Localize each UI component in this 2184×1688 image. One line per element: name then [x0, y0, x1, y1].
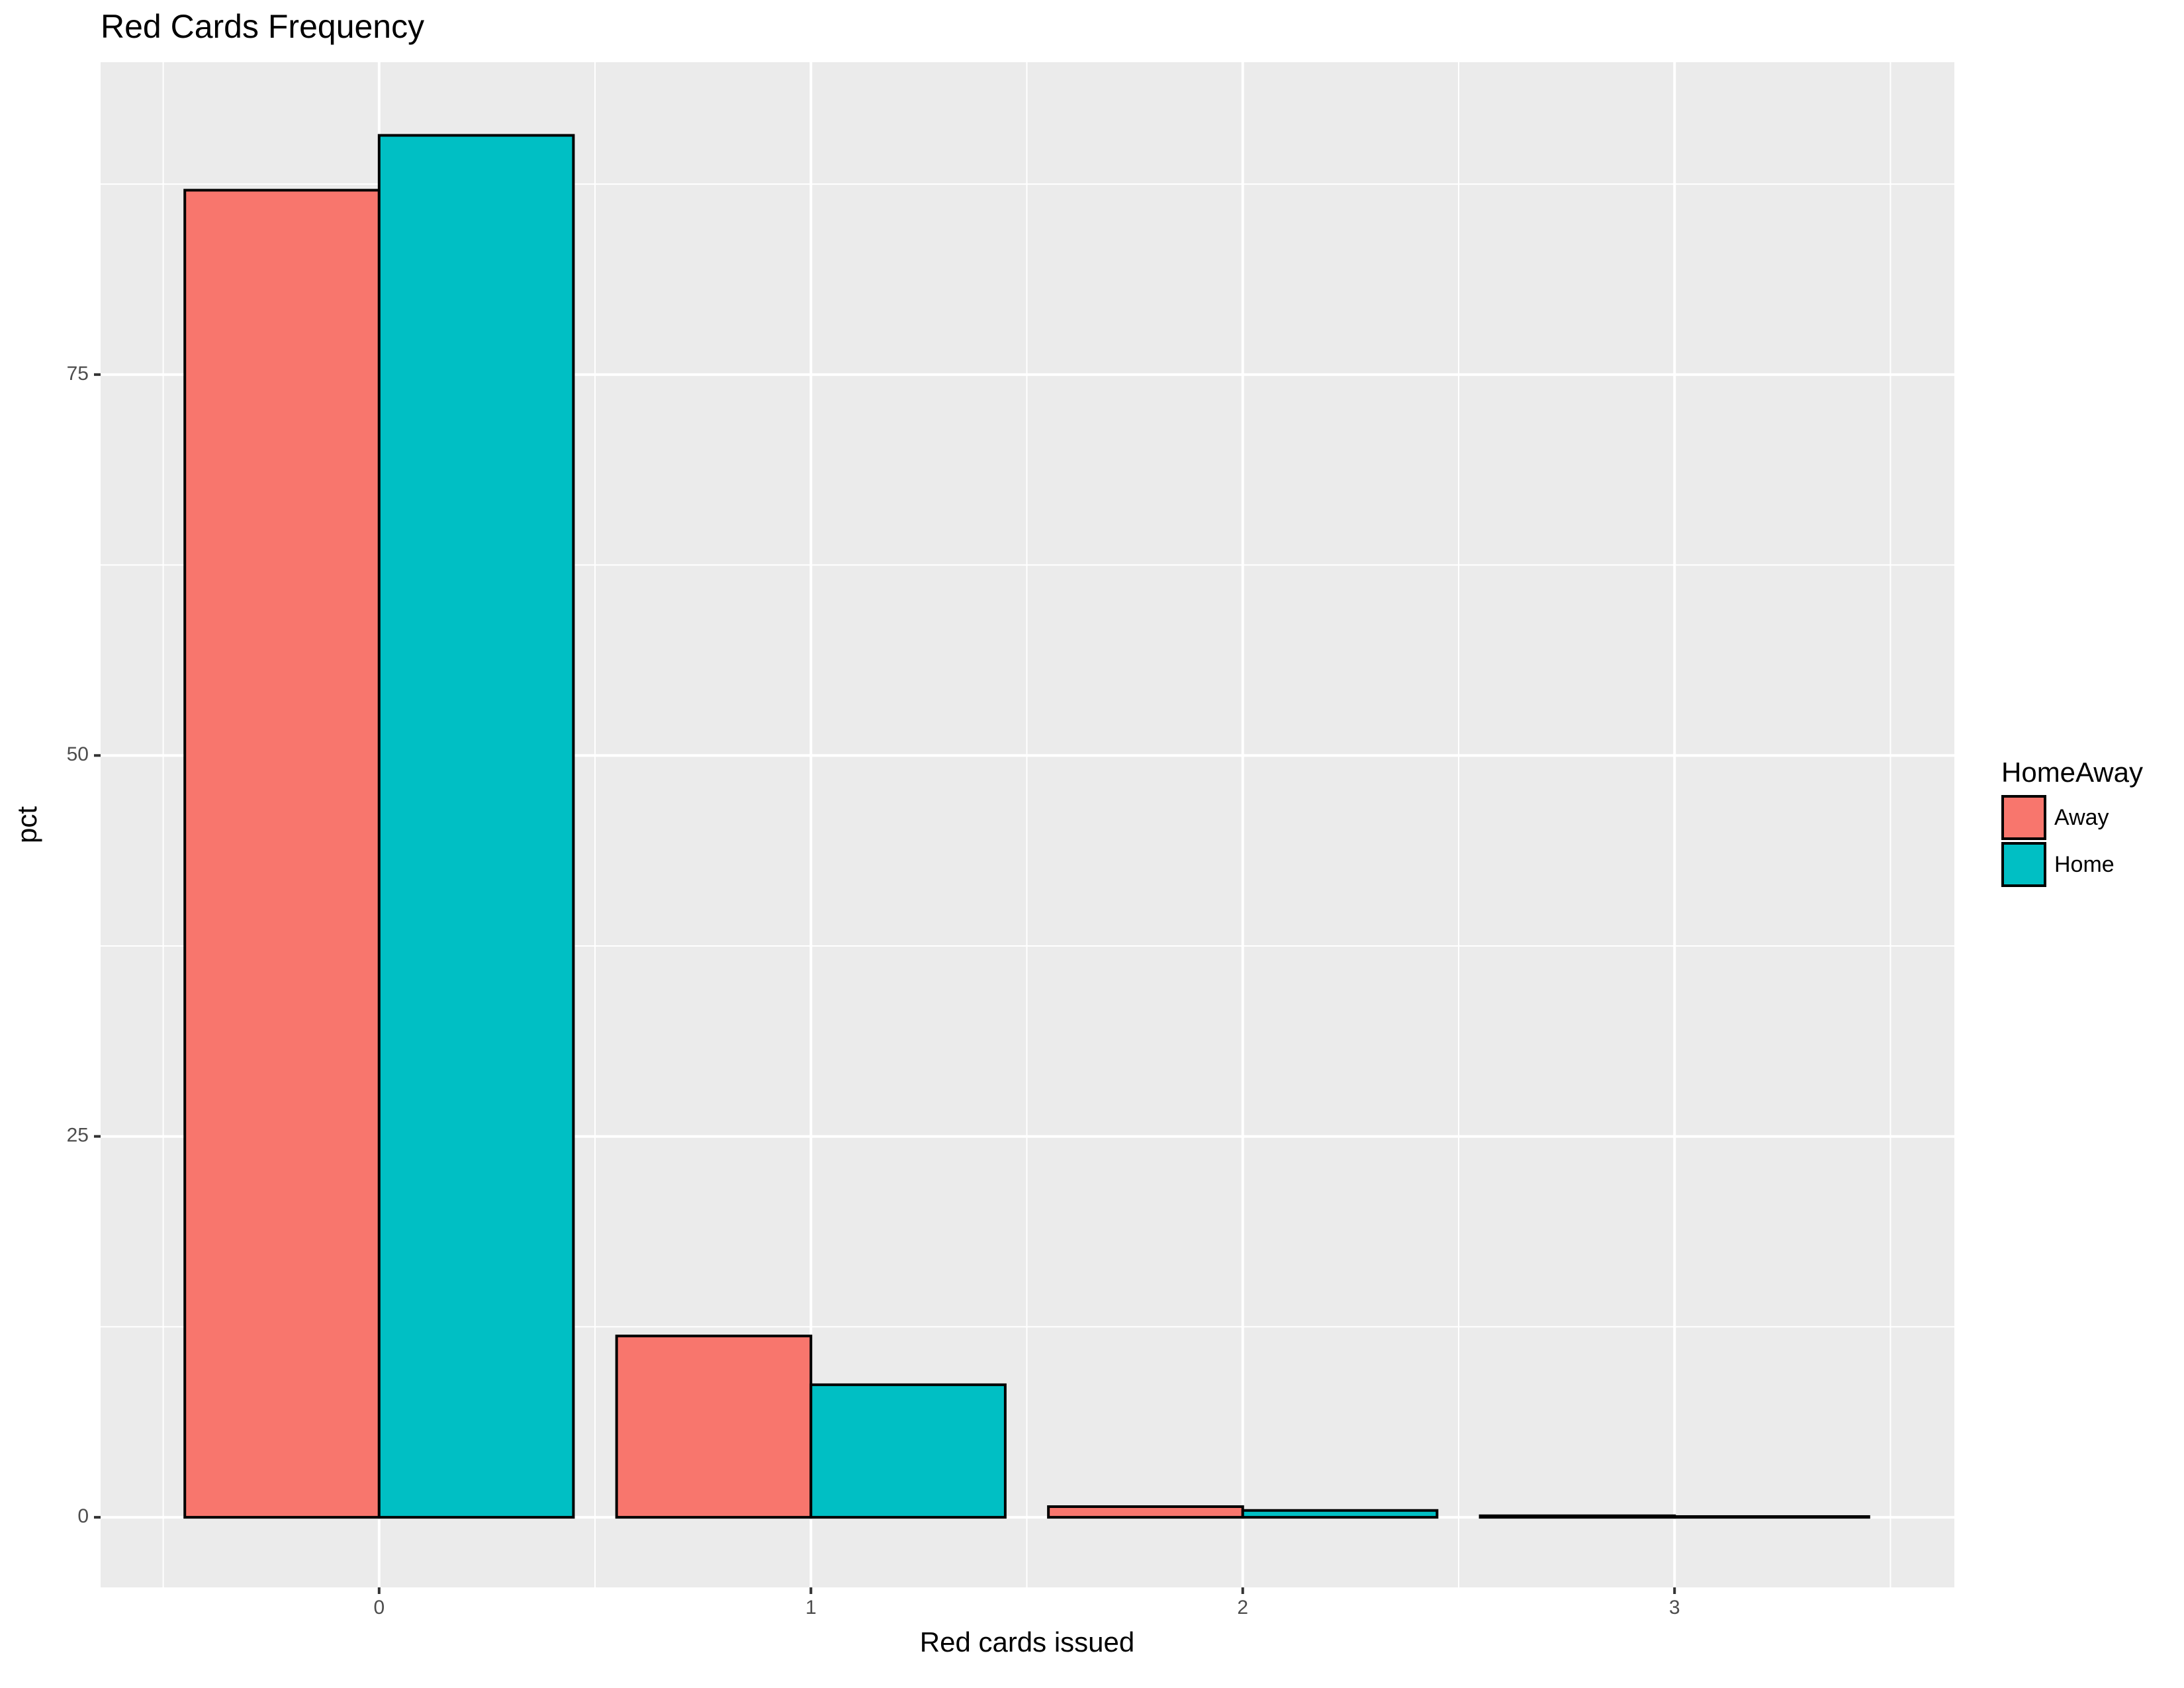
legend-title: HomeAway	[2001, 757, 2143, 788]
bar	[377, 134, 575, 1519]
y-tick-label: 75	[67, 363, 89, 385]
x-tick-label: 0	[373, 1597, 385, 1618]
legend-key	[2001, 795, 2046, 840]
y-tick-label: 0	[77, 1505, 89, 1527]
bar	[1047, 1505, 1244, 1519]
bar	[615, 1335, 813, 1519]
bars	[183, 134, 1870, 1519]
y-tick-label: 50	[67, 743, 89, 765]
bar	[809, 1383, 1007, 1519]
y-tick-label: 25	[67, 1125, 89, 1147]
bar	[1241, 1509, 1439, 1519]
legend-label: Away	[2054, 805, 2109, 830]
x-tick-label: 1	[805, 1597, 817, 1618]
legend-label: Home	[2054, 852, 2115, 877]
bar	[1479, 1514, 1676, 1519]
x-tick-label: 2	[1237, 1597, 1248, 1618]
x-axis-title: Red cards issued	[920, 1626, 1135, 1658]
x-tick-label: 3	[1669, 1597, 1680, 1618]
chart-title: Red Cards Frequency	[101, 8, 424, 45]
bar	[183, 189, 381, 1519]
legend-key	[2001, 842, 2046, 887]
y-axis-title: pct	[11, 806, 42, 843]
